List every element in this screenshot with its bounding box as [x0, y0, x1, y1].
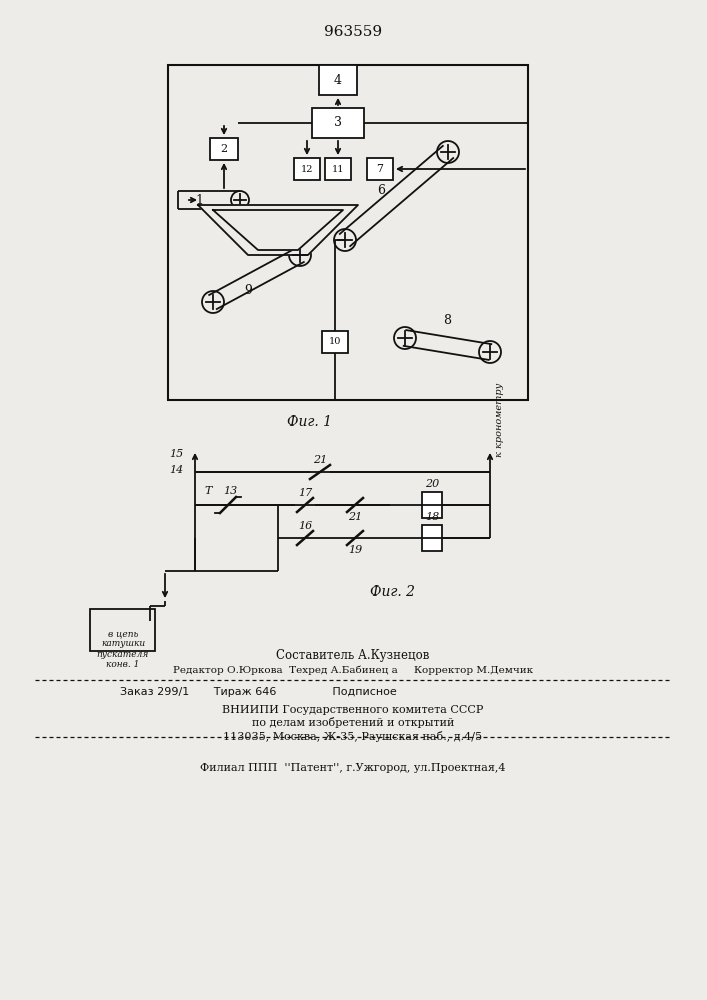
- Text: 10: 10: [329, 338, 341, 347]
- Text: Составитель А.Кузнецов: Составитель А.Кузнецов: [276, 648, 430, 662]
- Text: 15: 15: [169, 449, 183, 459]
- Text: 6: 6: [378, 184, 385, 198]
- Text: 8: 8: [443, 314, 452, 326]
- Bar: [422, 525, 442, 551]
- Text: 20: 20: [425, 479, 439, 489]
- Bar: [422, 492, 442, 518]
- Text: 14: 14: [169, 465, 183, 475]
- Text: к кронометру: к кронометру: [495, 383, 504, 457]
- Text: 9: 9: [245, 284, 252, 297]
- Bar: [367, 158, 393, 180]
- Text: ВНИИПИ Государственного комитета СССР: ВНИИПИ Государственного комитета СССР: [222, 705, 484, 715]
- Bar: [319, 65, 357, 95]
- Text: 963559: 963559: [324, 25, 382, 39]
- Text: в цепь
катушки
пускателя
конв. 1: в цепь катушки пускателя конв. 1: [97, 629, 149, 669]
- Text: 7: 7: [377, 164, 383, 174]
- Text: Филиал ППП  ''Патент'', г.Ужгород, ул.Проектная,4: Филиал ППП ''Патент'', г.Ужгород, ул.Про…: [200, 763, 506, 773]
- Text: 4: 4: [334, 74, 342, 87]
- Text: 5: 5: [274, 224, 282, 236]
- Polygon shape: [213, 210, 343, 250]
- Text: 11: 11: [332, 164, 344, 174]
- Text: Фиг. 2: Фиг. 2: [370, 585, 415, 599]
- Text: 12: 12: [300, 164, 313, 174]
- Text: T: T: [204, 486, 212, 496]
- Text: 13: 13: [223, 486, 237, 496]
- Text: 3: 3: [334, 116, 342, 129]
- Text: Заказ 299/1       Тираж 646                Подписное: Заказ 299/1 Тираж 646 Подписное: [120, 687, 397, 697]
- Text: 19: 19: [348, 545, 362, 555]
- Bar: [322, 331, 348, 353]
- Text: Фиг. 1: Фиг. 1: [288, 415, 332, 429]
- Text: по делам изобретений и открытий: по делам изобретений и открытий: [252, 718, 454, 728]
- Text: 17: 17: [298, 488, 312, 498]
- Bar: [210, 138, 238, 160]
- Text: 21: 21: [348, 512, 362, 522]
- Bar: [90, 609, 155, 651]
- Bar: [312, 108, 364, 138]
- Text: 113035, Москва, Ж-35, Раушская наб., д.4/5: 113035, Москва, Ж-35, Раушская наб., д.4…: [223, 730, 483, 742]
- Text: 16: 16: [298, 521, 312, 531]
- Bar: [168, 65, 528, 400]
- Polygon shape: [198, 205, 358, 255]
- Bar: [325, 158, 351, 180]
- Text: 21: 21: [313, 455, 327, 465]
- Text: 18: 18: [425, 512, 439, 522]
- Text: Редактор О.Юркова  Техред А.Бабинец а     Корректор М.Демчик: Редактор О.Юркова Техред А.Бабинец а Кор…: [173, 665, 533, 675]
- Text: 2: 2: [221, 144, 228, 154]
- Text: 1: 1: [196, 194, 204, 207]
- Bar: [294, 158, 320, 180]
